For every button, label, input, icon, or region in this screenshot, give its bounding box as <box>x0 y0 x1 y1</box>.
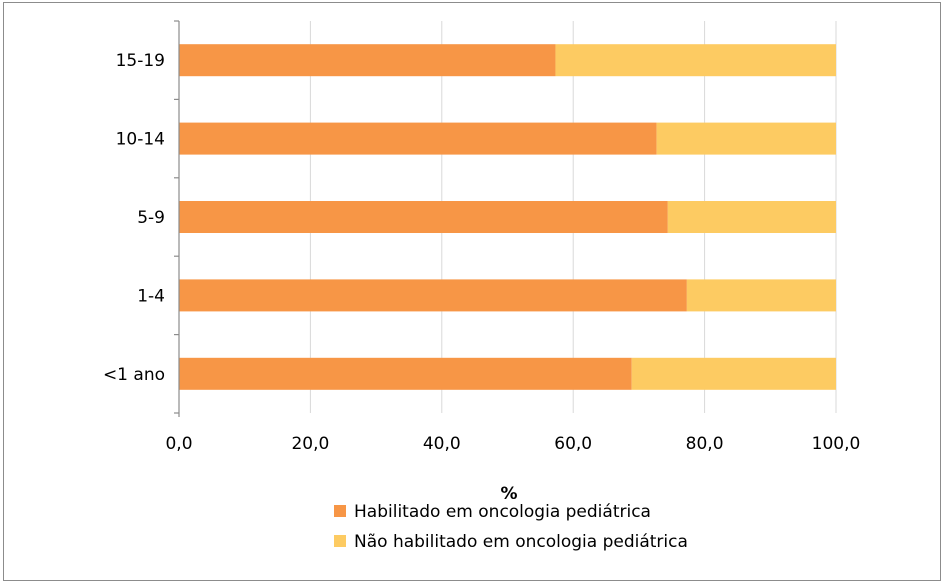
bar-segment <box>179 44 556 77</box>
bar-segment <box>179 279 687 312</box>
stacked-bar-chart: 0,0 20,0 40,0 60,0 80,0 100,0 15-19 10-14 5-9 1-… <box>103 20 860 552</box>
bar-segment <box>179 122 657 155</box>
chart-frame: 0,0 20,0 40,0 60,0 80,0 100,0 15-19 10-14 5-9 1-… <box>3 2 941 581</box>
x-tick-label: 80,0 <box>686 434 724 454</box>
category-label: 5-9 <box>137 208 165 228</box>
category-label: <1 ano <box>103 365 165 385</box>
legend: Habilitado em oncologia pediátrica Não ha… <box>334 502 688 552</box>
category-labels: 15-19 10-14 5-9 1-4 <1 ano <box>103 51 165 385</box>
bar-segment <box>631 357 836 390</box>
legend-label: Habilitado em oncologia pediátrica <box>354 502 651 522</box>
category-label: 1-4 <box>137 286 165 306</box>
bar-segment <box>667 201 836 233</box>
legend-swatch <box>334 535 346 547</box>
x-tick-labels: 0,0 20,0 40,0 60,0 80,0 100,0 <box>165 434 860 454</box>
bar-segment <box>179 357 632 390</box>
x-tick-label: 100,0 <box>812 434 861 454</box>
axes <box>174 20 180 417</box>
bar-segment <box>686 279 836 312</box>
x-tick-label: 60,0 <box>554 434 592 454</box>
bar-segment <box>179 201 668 233</box>
x-tick-label: 0,0 <box>165 434 192 454</box>
bar-segment <box>555 44 836 77</box>
category-label: 10-14 <box>116 130 165 150</box>
legend-swatch <box>334 505 346 517</box>
legend-label: Não habilitado em oncologia pediátrica <box>354 532 688 552</box>
x-tick-label: 20,0 <box>291 434 329 454</box>
bars <box>179 44 836 390</box>
bar-segment <box>656 122 836 155</box>
category-label: 15-19 <box>116 51 165 71</box>
x-tick-label: 40,0 <box>423 434 461 454</box>
x-axis-label: % <box>500 484 517 504</box>
